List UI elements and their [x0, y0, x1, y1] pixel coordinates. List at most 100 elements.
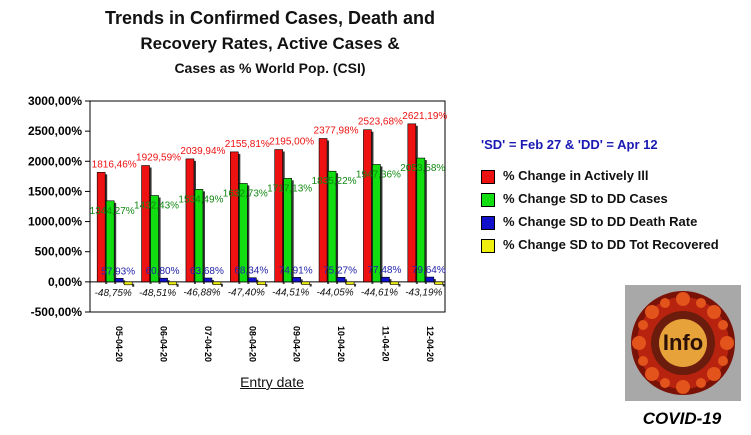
data-label-actively-ill: 1929,59% — [136, 153, 181, 164]
bar-tot-recovered — [123, 281, 133, 286]
data-label-tot-recovered: -44,51% — [272, 288, 309, 299]
x-tick-label: 09-04-20 — [292, 326, 302, 362]
x-tick-label: 06-04-20 — [159, 326, 169, 362]
bar-death-rate-shadow — [389, 279, 392, 284]
bar-tot-recovered — [345, 281, 355, 285]
data-label-actively-ill: 2039,94% — [180, 146, 225, 157]
x-tick-label: 05-04-20 — [114, 326, 124, 362]
data-label-actively-ill: 2621,19% — [402, 111, 447, 122]
y-tick-label: 2500,00% — [28, 124, 82, 138]
date-note: 'SD' = Feb 27 & 'DD' = Apr 12 — [481, 137, 658, 152]
y-tick-label: 0,00% — [48, 275, 82, 289]
bar-tot-recovered-shadow — [220, 283, 223, 287]
bar-tot-recovered-shadow — [265, 283, 268, 287]
bar-tot-recovered-shadow — [309, 283, 312, 287]
data-label-tot-recovered: -47,40% — [228, 288, 265, 299]
bar-cases — [283, 178, 292, 283]
bar-cases — [105, 200, 115, 283]
legend-swatch-actively-ill — [481, 169, 495, 184]
data-label-tot-recovered: -43,19% — [405, 287, 442, 298]
bar-tot-recovered-shadow — [354, 283, 357, 287]
data-label-death-rate: 68,34% — [234, 266, 268, 277]
data-label-death-rate: 79,64% — [412, 265, 446, 276]
bar-tot-recovered — [390, 281, 399, 285]
bar-cases-shadow — [336, 173, 339, 284]
data-label-cases: 1534,49% — [178, 194, 223, 205]
data-label-tot-recovered: -46,88% — [183, 288, 220, 299]
data-label-cases: 1947,36% — [356, 169, 401, 180]
covid-caption: COVID-19 — [642, 409, 722, 428]
chart-title-line-3: Cases as % World Pop. (CSI) — [174, 60, 366, 76]
bar-cases — [150, 195, 159, 283]
data-label-cases: 1835,22% — [312, 176, 357, 187]
bar-cases-shadow — [114, 202, 117, 284]
bar-tot-recovered — [301, 281, 310, 285]
x-tick-label: 10-04-20 — [336, 326, 346, 362]
bar-tot-recovered — [434, 281, 444, 285]
covid-logo: Info — [625, 285, 741, 401]
data-label-cases: 1717,13% — [267, 183, 312, 194]
bar-actively-ill — [407, 123, 417, 283]
bar-actively-ill — [96, 172, 106, 283]
bar-tot-recovered-shadow — [176, 283, 179, 287]
bar-cases-shadow — [424, 160, 427, 284]
legend-swatch-cases — [481, 192, 495, 207]
bar-tot-recovered-shadow — [442, 283, 445, 287]
data-label-actively-ill: 2377,98% — [314, 125, 359, 136]
data-label-cases: 1432,43% — [134, 201, 179, 212]
y-tick-label: 1500,00% — [28, 184, 82, 198]
x-tick-label: 12-04-20 — [425, 326, 435, 362]
bar-tot-recovered-shadow — [398, 283, 401, 287]
legend-label-actively-ill: % Change in Actively Ill — [503, 168, 649, 183]
bar-death-rate — [336, 277, 346, 283]
data-label-tot-recovered: -48,51% — [139, 288, 176, 299]
data-label-cases: 1632,73% — [223, 188, 268, 199]
chart-title-line-1: Trends in Confirmed Cases, Death and — [104, 8, 436, 28]
data-label-tot-recovered: -48,75% — [95, 288, 132, 299]
legend-label-tot-recovered: % Change SD to DD Tot Recovered — [503, 237, 719, 252]
data-label-tot-recovered: -44,05% — [316, 288, 353, 299]
legend-item-tot-recovered: % Change SD to DD Tot Recovered — [481, 237, 719, 253]
bar-tot-recovered — [257, 281, 266, 286]
chart-title-line-2: Recovery Rates, Active Cases & — [140, 34, 400, 53]
bar-cases-shadow — [158, 197, 161, 284]
data-label-cases: 2053,58% — [400, 163, 445, 174]
x-tick-label: 11-04-20 — [380, 326, 390, 362]
data-label-actively-ill: 1816,46% — [92, 159, 137, 170]
y-tick-label: 3000,00% — [28, 94, 82, 108]
data-label-actively-ill: 2155,81% — [225, 139, 270, 150]
legend: % Change in Actively Ill % Change SD to … — [481, 168, 719, 260]
legend-item-cases: % Change SD to DD Cases — [481, 191, 719, 207]
data-label-death-rate: 57,93% — [101, 266, 135, 277]
virus-icon: Info — [631, 291, 735, 395]
bar-actively-ill — [318, 138, 328, 283]
bar-cases — [372, 164, 381, 283]
bar-actively-ill — [185, 158, 195, 283]
y-tick-label: 1000,00% — [28, 215, 82, 229]
data-label-death-rate: 74,91% — [279, 265, 313, 276]
bar-cases — [416, 157, 426, 283]
legend-swatch-tot-recovered — [481, 238, 495, 253]
bar-death-rate — [292, 277, 301, 283]
bar-cases — [327, 170, 337, 283]
bar-cases — [194, 189, 204, 283]
data-label-actively-ill: 2195,00% — [269, 137, 314, 148]
data-label-death-rate: 60,80% — [146, 266, 180, 277]
data-label-tot-recovered: -44,61% — [361, 288, 398, 299]
bar-tot-recovered — [212, 281, 222, 285]
legend-label-cases: % Change SD to DD Cases — [503, 191, 668, 206]
bar-tot-recovered — [168, 281, 177, 286]
bar-death-rate — [159, 277, 168, 283]
data-label-death-rate: 77,48% — [367, 265, 401, 276]
data-label-death-rate: 75,27% — [323, 265, 357, 276]
bar-actively-ill — [230, 151, 239, 283]
bar-cases — [239, 183, 248, 283]
bar-cases-shadow — [202, 191, 205, 284]
legend-item-death-rate: % Change SD to DD Death Rate — [481, 214, 719, 230]
data-label-death-rate: 63,68% — [190, 266, 224, 277]
data-label-actively-ill: 2523,68% — [358, 117, 403, 128]
bar-death-rate — [114, 278, 124, 283]
bar-cases-shadow — [247, 185, 250, 284]
logo-text: Info — [663, 330, 703, 355]
